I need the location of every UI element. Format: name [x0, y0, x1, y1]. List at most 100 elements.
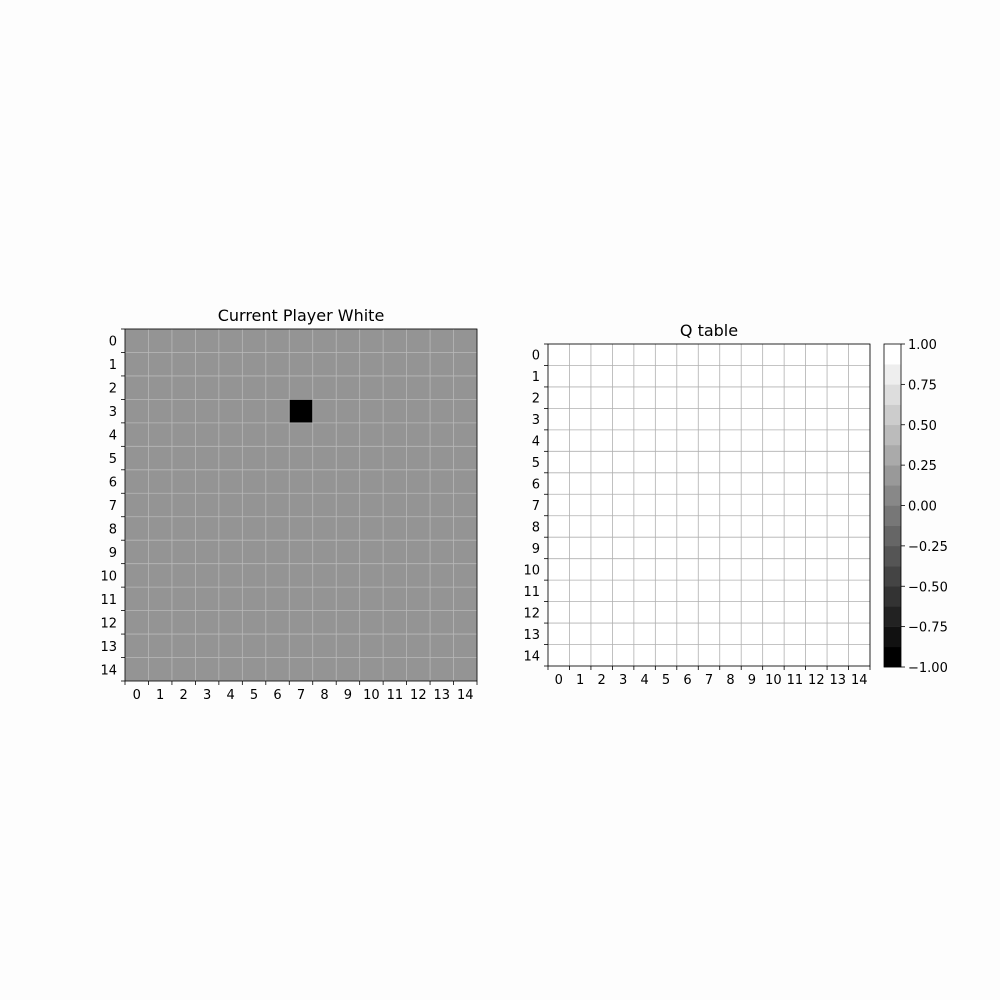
q-table-cell	[741, 386, 763, 409]
board-cell	[383, 610, 407, 635]
board-cell	[383, 469, 407, 494]
board-cell	[383, 493, 407, 517]
q-table-cell	[741, 408, 763, 430]
q-table-cell	[762, 580, 785, 602]
q-table-cell	[655, 580, 677, 602]
board-cell	[148, 634, 172, 658]
q-table-cell	[655, 451, 677, 473]
colorbar-block	[884, 364, 901, 385]
q-table-cell	[698, 451, 720, 473]
q-table-cell	[676, 386, 699, 409]
q-table-cell	[676, 601, 699, 624]
board-cell	[289, 469, 313, 494]
board-cell	[148, 540, 172, 564]
board-cell	[195, 540, 219, 564]
q-table-cell	[827, 344, 849, 366]
board-cell	[383, 587, 407, 611]
board-x-tick-label: 3	[203, 688, 211, 703]
board-cell	[312, 657, 337, 681]
board-cell	[125, 610, 149, 635]
q-table-y-tick-label: 11	[523, 585, 540, 600]
board-y-tick-label: 14	[100, 663, 117, 678]
q-table-cell	[633, 429, 656, 452]
q-table-cell	[741, 451, 763, 473]
q-table-cell	[612, 408, 634, 430]
board-cell	[289, 610, 313, 635]
board-cell	[242, 610, 266, 635]
q-table-cell	[805, 386, 828, 409]
q-table-cell	[848, 344, 870, 366]
q-table-cell	[548, 623, 570, 645]
board-cell	[359, 329, 384, 353]
board-cell	[125, 375, 149, 400]
board-cell	[453, 610, 477, 635]
q-table-cell	[762, 408, 785, 430]
q-table-cell	[655, 515, 677, 538]
board-cell	[383, 540, 407, 564]
q-table-cell	[633, 451, 656, 473]
board-cell	[195, 375, 219, 400]
q-table-cell	[848, 580, 870, 602]
board-stone	[289, 399, 313, 423]
board-cell	[383, 329, 407, 353]
board-x-tick-label: 11	[387, 688, 404, 703]
board-cell	[171, 540, 196, 564]
board-cell	[265, 493, 290, 517]
colorbar-tick-label: 0.00	[908, 500, 937, 515]
board-cell	[148, 516, 172, 541]
q-table-cell	[655, 344, 677, 366]
board-cell	[125, 540, 149, 564]
q-table-cell	[762, 515, 785, 538]
board-cell	[125, 516, 149, 541]
board-cell	[430, 469, 454, 494]
board-cell	[242, 634, 266, 658]
q-table-cell	[805, 408, 828, 430]
q-table-cell	[655, 558, 677, 581]
q-table-cell	[655, 429, 677, 452]
board-cell	[336, 446, 360, 470]
q-table-cell	[805, 558, 828, 581]
q-table-cell	[612, 558, 634, 581]
q-table-x-tick-label: 11	[787, 673, 804, 688]
board-cell	[406, 540, 431, 564]
board-cell	[125, 422, 149, 447]
q-table-cell	[676, 408, 699, 430]
board-cell	[453, 634, 477, 658]
board-cell	[383, 516, 407, 541]
board-cell	[125, 657, 149, 681]
colorbar-block	[884, 404, 901, 426]
q-table-cell	[784, 429, 806, 452]
q-table-y-tick-label: 2	[532, 392, 540, 407]
board-cell	[171, 329, 196, 353]
q-table-cell	[633, 601, 656, 624]
board-cell	[312, 587, 337, 611]
board-cell	[406, 375, 431, 400]
colorbar-block	[884, 525, 901, 547]
board-cell	[406, 610, 431, 635]
board-cell	[406, 469, 431, 494]
q-table-cell	[612, 537, 634, 559]
q-table-cell	[762, 344, 785, 366]
board-cell	[430, 540, 454, 564]
q-table-cell	[741, 580, 763, 602]
board-cell	[406, 493, 431, 517]
q-table-cell	[698, 537, 720, 559]
board-cell	[125, 329, 149, 353]
q-table-x-tick-label: 9	[748, 673, 756, 688]
q-table-y-tick-label: 0	[532, 349, 540, 364]
board-cell	[148, 399, 172, 423]
q-table-x-tick-label: 5	[662, 673, 670, 688]
q-table-cell	[612, 365, 634, 387]
board-cell	[265, 587, 290, 611]
q-table-cell	[827, 515, 849, 538]
colorbar-tick-label: 0.75	[908, 378, 937, 393]
q-table-x-tick-label: 14	[851, 673, 868, 688]
q-table-cell	[698, 386, 720, 409]
q-table-cell	[784, 386, 806, 409]
board-cell	[383, 446, 407, 470]
q-table-cell	[633, 386, 656, 409]
q-table-cell	[612, 623, 634, 645]
q-table-cell	[698, 494, 720, 516]
q-table-cell	[676, 580, 699, 602]
